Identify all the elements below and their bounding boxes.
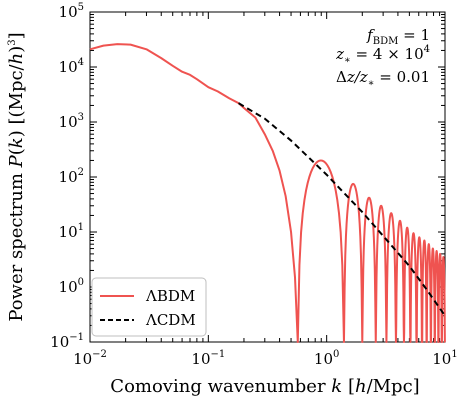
y-tick-base: 10 (59, 223, 78, 241)
y-tick-exp: −1 (69, 332, 84, 343)
y-tick-base: 10 (59, 58, 78, 76)
x-tick-exp: −2 (92, 349, 107, 360)
y-label-P: P (6, 154, 27, 168)
y-tick-exp: 4 (78, 57, 84, 68)
y-tick-base: 10 (59, 113, 78, 131)
x-tick-exp: 0 (333, 349, 339, 360)
x-tick-label: 10−1 (191, 349, 225, 368)
y-label-exp: 3 (7, 39, 18, 45)
x-label-k: k (331, 376, 342, 397)
y-tick-base: 10 (50, 333, 69, 351)
y-tick-label: 104 (59, 57, 84, 76)
y-tick-base: 10 (59, 168, 78, 186)
x-tick-base: 10 (73, 350, 92, 368)
y-label-bracket-close: ] (6, 32, 27, 39)
y-tick-base: 10 (59, 3, 78, 21)
x-tick-base: 10 (432, 350, 451, 368)
y-tick-label: 100 (59, 277, 84, 296)
y-tick-label: 10−1 (50, 332, 84, 351)
x-label-bracket-open: [ (342, 376, 355, 397)
y-label-h: h (6, 53, 27, 65)
annotation-dz: Δz/z∗ = 0.01 (336, 68, 430, 89)
x-label-unit: /Mpc] (367, 376, 420, 397)
y-label-paren3: ) (6, 46, 27, 53)
y-tick-exp: 1 (78, 222, 84, 233)
y-tick-label: 101 (59, 222, 84, 241)
y-axis-label: Power spectrum P(k) [(Mpc/h)3] (6, 32, 27, 321)
y-tick-exp: 3 (78, 112, 84, 123)
y-tick-label: 102 (59, 167, 84, 186)
legend: ΛBDM ΛCDM (91, 277, 207, 337)
y-label-main: Power spectrum (6, 167, 27, 321)
x-tick-label: 100 (314, 349, 339, 368)
curves (89, 43, 446, 343)
series-lbdm-line (89, 43, 446, 343)
x-tick-base: 10 (191, 350, 210, 368)
y-tick-label: 103 (59, 112, 84, 131)
y-tick-exp: 2 (78, 167, 84, 178)
y-tick-exp: 5 (78, 2, 84, 13)
legend-label-lcdm: ΛCDM (145, 311, 196, 329)
annotation-fbdm: fBDM = 1 (366, 26, 430, 47)
y-tick-label: 105 (59, 2, 84, 21)
x-tick-exp: −1 (211, 349, 226, 360)
y-label-paren1: ( (6, 148, 27, 155)
x-tick-label: 101 (432, 349, 457, 368)
y-label-k: k (6, 137, 27, 148)
y-tick-exp: 0 (78, 277, 84, 288)
x-label-main: Comoving wavenumber (110, 376, 331, 397)
y-label-paren2: ) [(Mpc/ (6, 63, 27, 137)
x-tick-label: 10−2 (73, 349, 107, 368)
legend-label-lbdm: ΛBDM (145, 287, 195, 305)
annotation-zstar: z∗ = 4 × 104 (335, 44, 430, 66)
series-lcdm-line (238, 102, 446, 317)
x-label-h: h (355, 376, 367, 397)
parameter-annotations: fBDM = 1 z∗ = 4 × 104 Δz/z∗ = 0.01 (335, 26, 430, 89)
y-tick-base: 10 (59, 278, 78, 296)
legend-box (91, 277, 207, 337)
x-tick-base: 10 (314, 350, 333, 368)
x-tick-exp: 1 (451, 349, 457, 360)
x-axis-label: Comoving wavenumber k [h/Mpc] (110, 376, 419, 397)
